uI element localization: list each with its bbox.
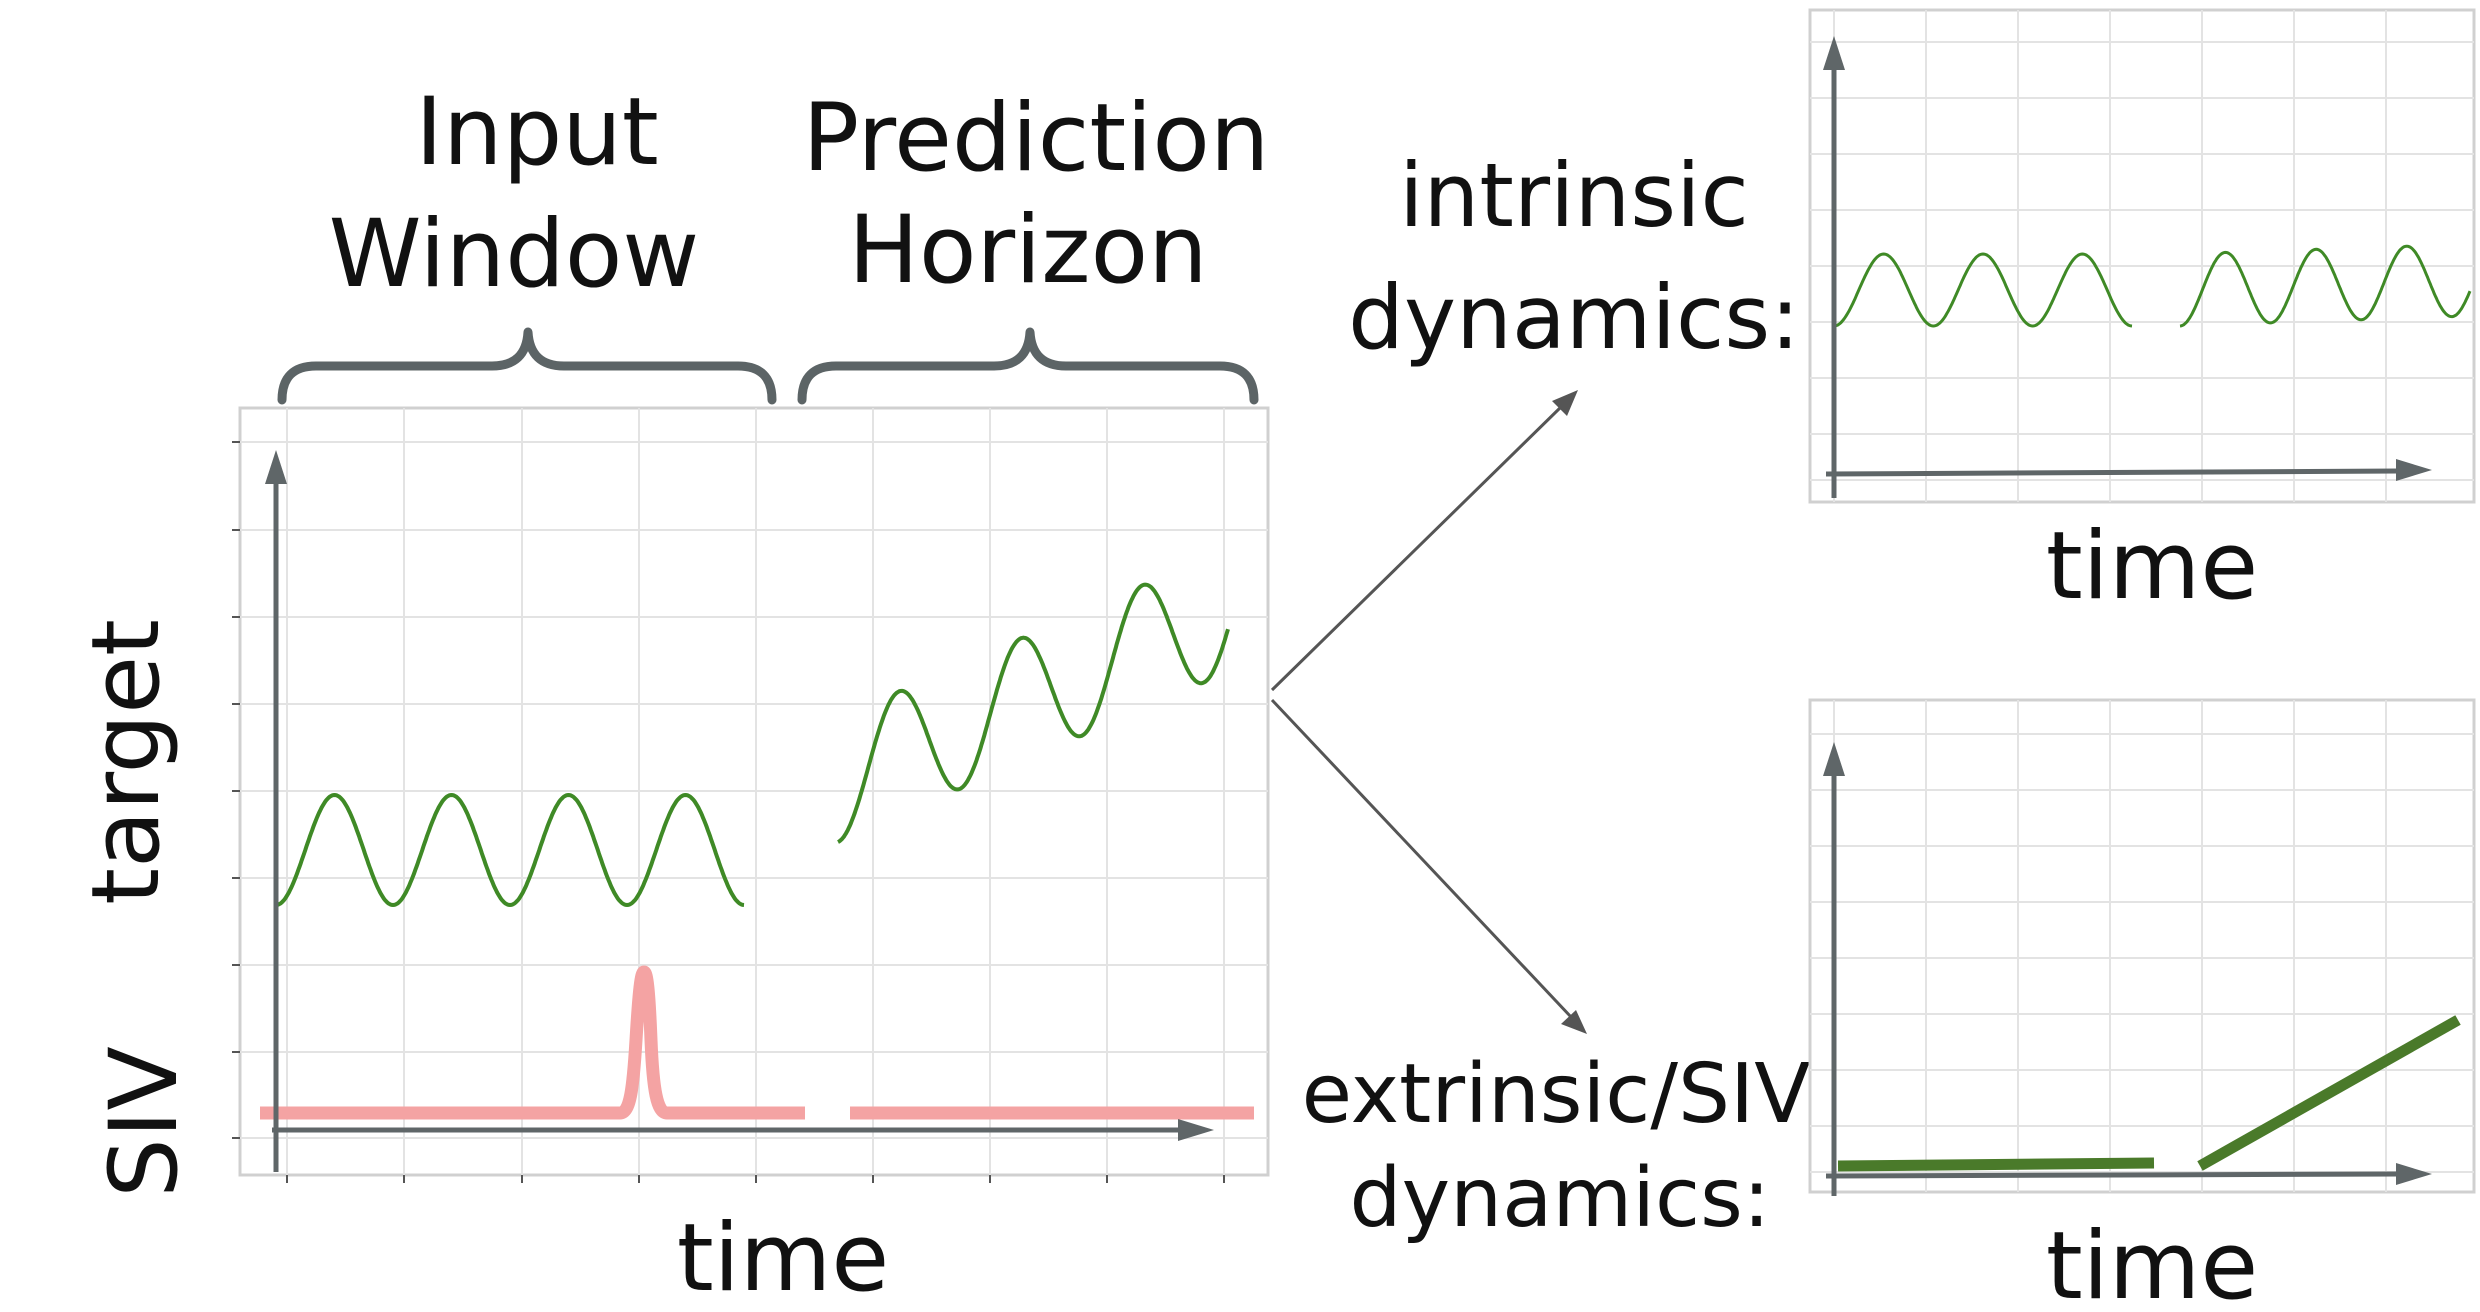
main-panel-grid bbox=[240, 408, 1268, 1175]
target-series-input bbox=[275, 792, 745, 908]
extrinsic-y-axis-arrowhead bbox=[1823, 742, 1845, 776]
main-panel-ticks bbox=[232, 441, 1225, 1183]
intrinsic-series-input bbox=[1833, 252, 2133, 328]
extrinsic-panel-frame bbox=[1808, 698, 2476, 1194]
extrinsic-label-line2: dynamics: bbox=[1350, 1151, 1771, 1246]
decomposition-arrows bbox=[1270, 390, 1587, 1034]
intrinsic-panel bbox=[1808, 8, 2476, 504]
intrinsic-x-axis bbox=[1825, 468, 2401, 477]
intrinsic-time-label: time bbox=[2046, 512, 2258, 621]
intrinsic-y-axis-arrowhead bbox=[1823, 36, 1845, 70]
main-panel bbox=[232, 406, 1270, 1183]
input-window-label-line1: Input bbox=[415, 78, 658, 187]
arrow-to-extrinsic-head bbox=[1561, 1010, 1587, 1034]
siv-series-input bbox=[260, 965, 805, 1120]
arrow-to-intrinsic-head bbox=[1552, 390, 1578, 416]
extrinsic-series-input bbox=[1837, 1157, 2155, 1172]
extrinsic-series-horizon bbox=[2197, 1015, 2461, 1171]
main-time-label: time bbox=[677, 1204, 889, 1312]
intrinsic-panel-frame bbox=[1808, 8, 2476, 504]
extrinsic-x-axis bbox=[1825, 1171, 2401, 1179]
input-window-brace bbox=[277, 327, 777, 405]
intrinsic-x-axis-arrowhead bbox=[2396, 459, 2432, 481]
main-x-axis-arrowhead bbox=[1178, 1119, 1214, 1141]
prediction-horizon-label-line2: Horizon bbox=[848, 196, 1207, 305]
prediction-horizon-brace bbox=[797, 327, 1259, 405]
arrow-to-extrinsic bbox=[1270, 698, 1574, 1020]
extrinsic-time-label: time bbox=[2046, 1212, 2258, 1312]
extrinsic-panel bbox=[1808, 698, 2476, 1196]
intrinsic-label-line1: intrinsic bbox=[1399, 144, 1749, 247]
extrinsic-label-line1: extrinsic/SIV bbox=[1302, 1047, 1811, 1142]
main-y-axis-arrowhead bbox=[265, 450, 287, 484]
intrinsic-series-horizon bbox=[2179, 244, 2472, 328]
prediction-horizon-label-line1: Prediction bbox=[803, 84, 1270, 193]
input-window-label-line2: Window bbox=[329, 200, 700, 309]
target-series-horizon bbox=[837, 582, 1230, 844]
arrow-to-intrinsic bbox=[1270, 404, 1564, 692]
siv-axis-label: SIV bbox=[90, 1046, 199, 1198]
target-axis-label: target bbox=[72, 619, 181, 905]
extrinsic-x-axis-arrowhead bbox=[2396, 1163, 2432, 1185]
intrinsic-label-line2: dynamics: bbox=[1348, 266, 1800, 369]
